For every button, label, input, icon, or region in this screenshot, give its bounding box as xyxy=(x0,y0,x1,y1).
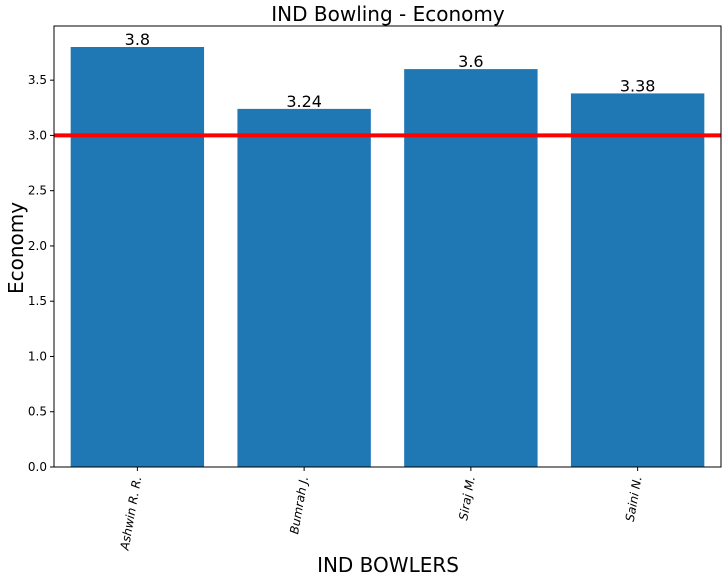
y-tick-label: 1.0 xyxy=(28,349,47,363)
y-tick-label: 2.0 xyxy=(28,239,47,253)
bar xyxy=(404,69,538,468)
chart-title: IND Bowling - Economy xyxy=(271,2,505,26)
x-axis-label: IND BOWLERS xyxy=(317,553,459,577)
y-tick-label: 3.0 xyxy=(28,128,47,142)
x-tick-label: Saini N. xyxy=(623,475,645,523)
x-tick-label: Bumrah J. xyxy=(287,475,311,535)
y-tick-label: 3.5 xyxy=(28,73,47,87)
x-tick-label: Siraj M. xyxy=(456,475,478,521)
y-tick-label: 0.0 xyxy=(28,460,47,474)
y-axis-label: Economy xyxy=(4,202,28,294)
bar xyxy=(570,93,705,467)
bar-value-label: 3.6 xyxy=(458,52,483,71)
y-tick-label: 0.5 xyxy=(28,405,47,419)
y-tick-label: 1.5 xyxy=(28,294,47,308)
bar-value-label: 3.38 xyxy=(620,76,656,95)
bar xyxy=(237,108,371,467)
plot-area: 3.8 3.24 3.6 3.38 0.0 0.5 1.0 1.5 2.0 2.5 3.0 3.5 As… xyxy=(28,25,722,552)
bar-value-label: 3.8 xyxy=(125,30,150,49)
bar xyxy=(70,47,205,467)
x-tick-label: Ashwin R. R. xyxy=(117,475,144,552)
bar-value-label: 3.24 xyxy=(286,92,322,111)
y-tick-label: 2.5 xyxy=(28,184,47,198)
plot-frame xyxy=(53,25,722,468)
